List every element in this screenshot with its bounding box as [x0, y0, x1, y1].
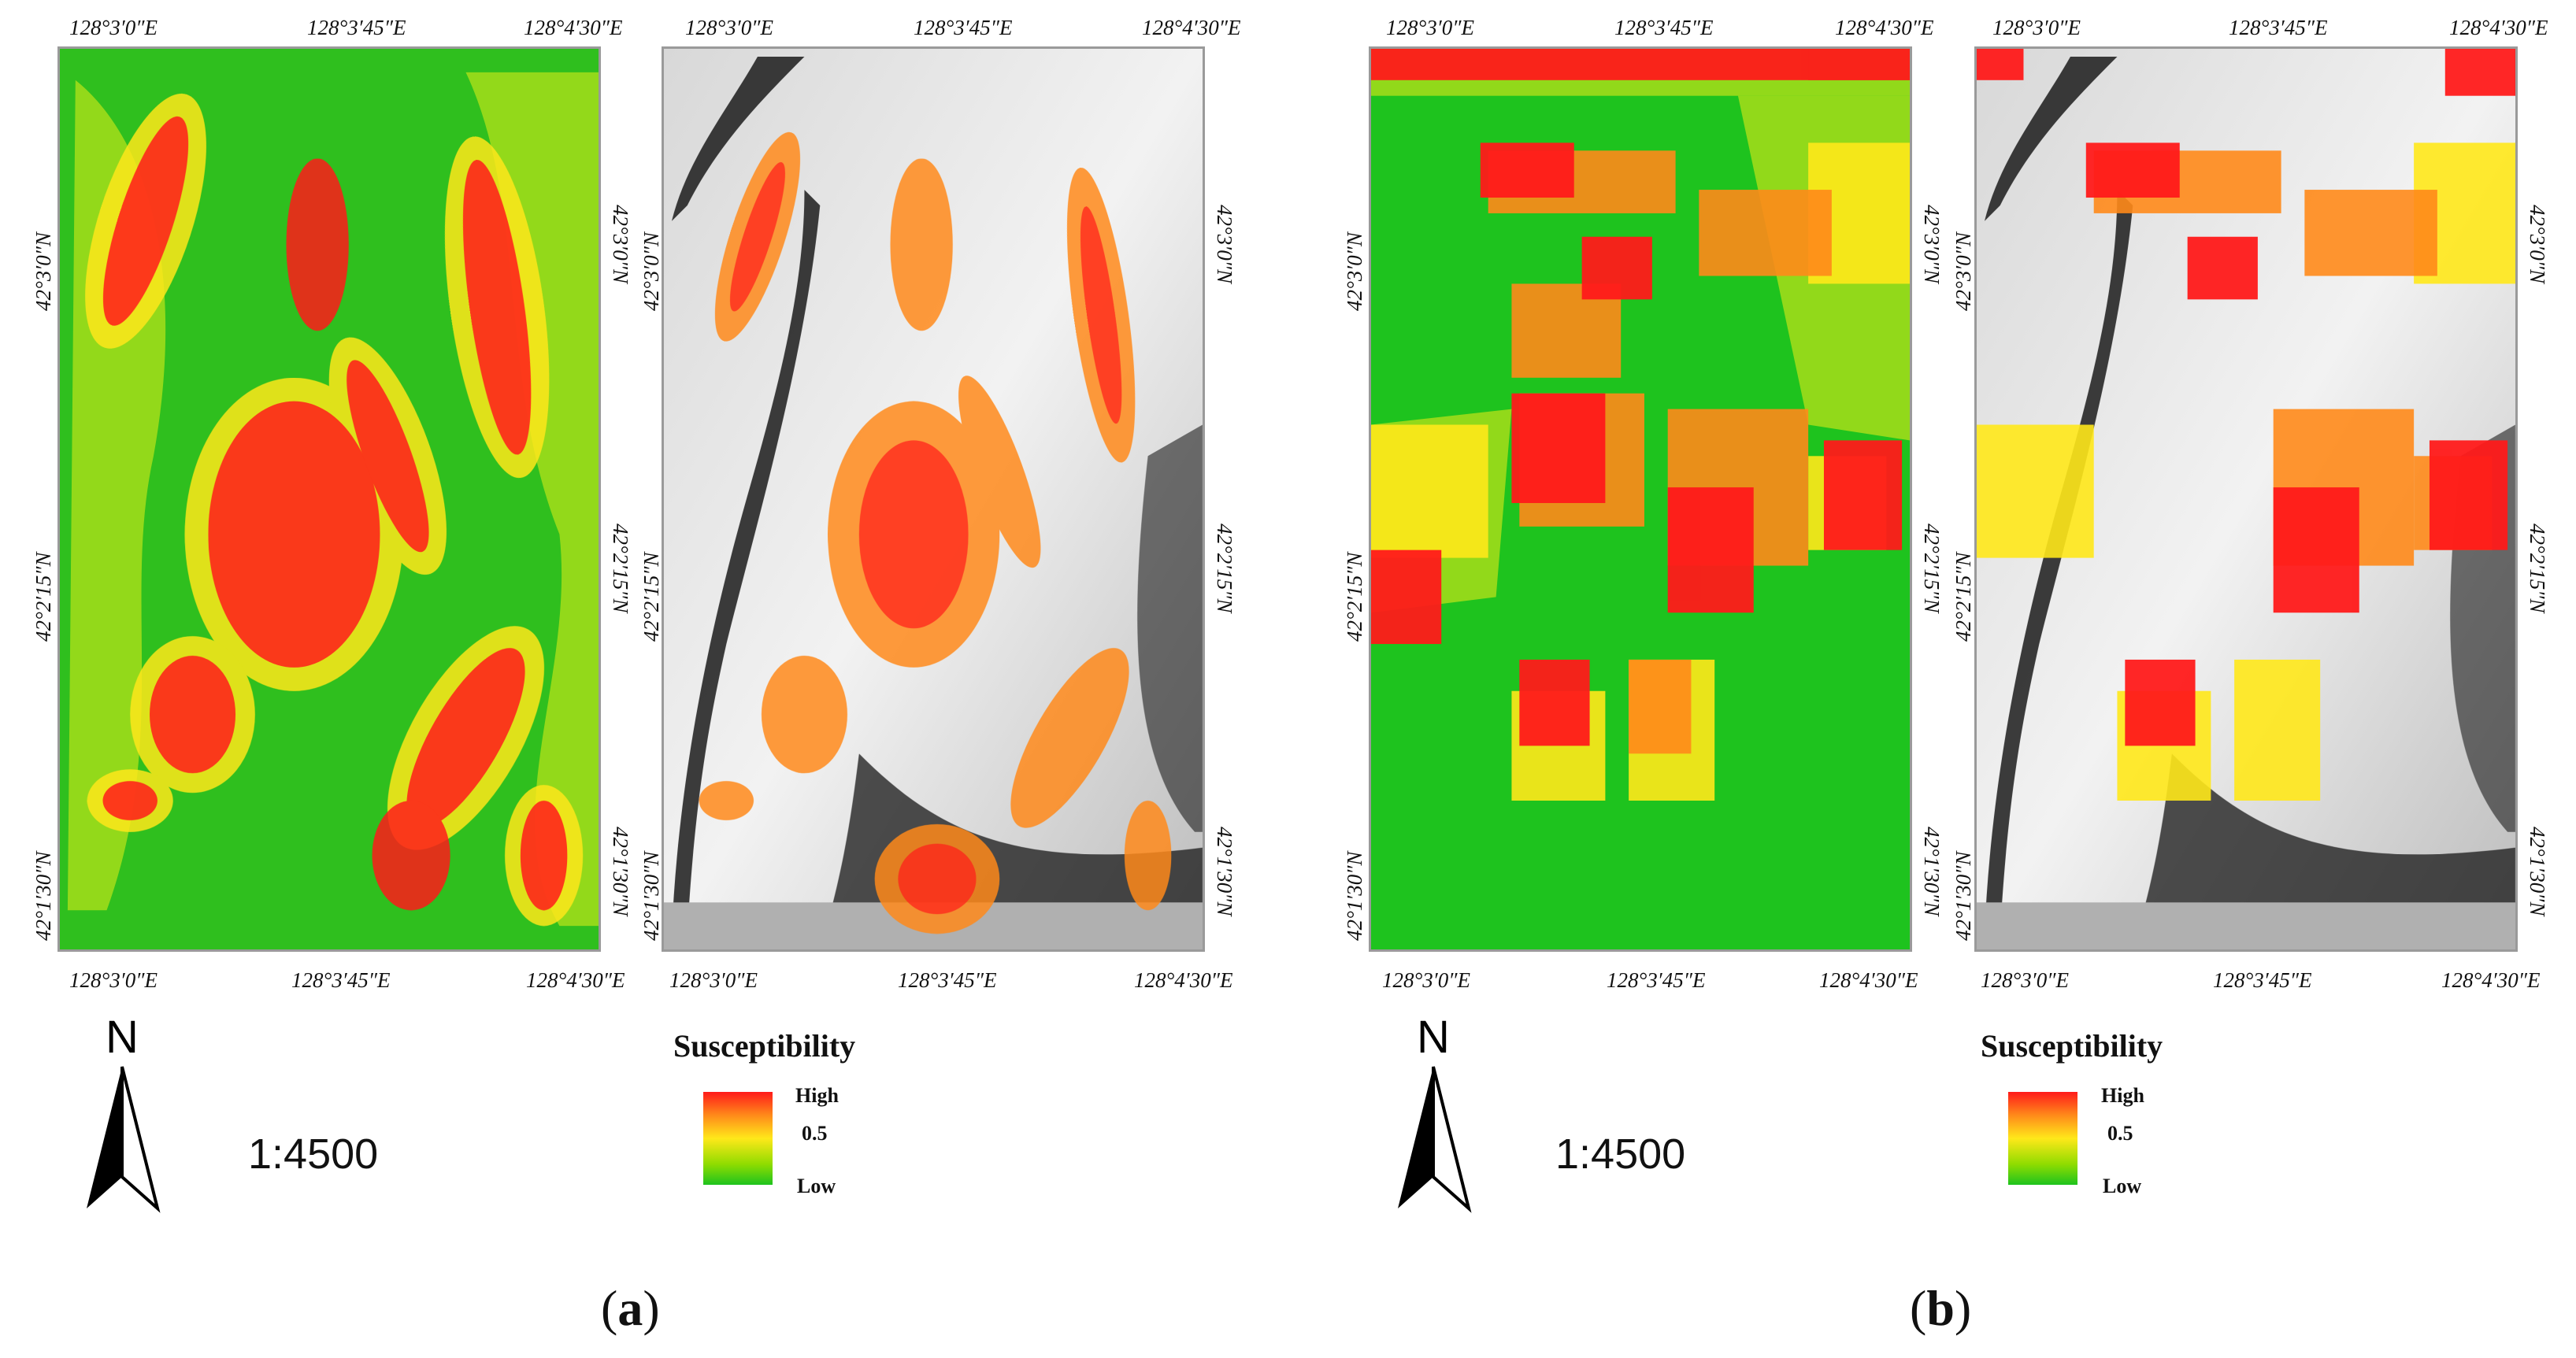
lon-label-bottom-east-2: 128°4′30″E: [1134, 968, 1233, 992]
lon-label-bottom-west-2: 128°3′0″E: [669, 968, 758, 992]
panel-label-b: (b): [1910, 1280, 1972, 1336]
legend-mid-a: 0.5: [802, 1122, 828, 1145]
scale-label-b: 1:4500: [1555, 1130, 1686, 1178]
lon-label-bottom-mid-4: 128°3′45″E: [2213, 968, 2312, 992]
lon-label-bottom-east-4: 128°4′30″E: [2441, 968, 2541, 992]
lat-label-left-south-1: 42°1′30″N: [32, 851, 55, 941]
lon-label-bottom-mid-3: 128°3′45″E: [1607, 968, 1706, 992]
legend-title-a: Susceptibility: [673, 1028, 856, 1064]
lon-label-bottom-east-1: 128°4′30″E: [526, 968, 625, 992]
legend-high-a: High: [795, 1084, 839, 1107]
lat-label-right-mid-4: 42°2′15″N: [2526, 524, 2549, 613]
lat-label-left-north-4: 42°3′0″N: [1951, 232, 1975, 311]
lon-label-bottom-west-1: 128°3′0″E: [69, 968, 158, 992]
lat-label-left-south-2: 42°1′30″N: [639, 851, 663, 941]
map-a-susceptibility: [57, 46, 601, 952]
lon-label-top-mid-1: 128°3′45″E: [307, 16, 406, 39]
legend-low-b: Low: [2103, 1175, 2142, 1197]
lon-label-top-west-3: 128°3′0″E: [1386, 16, 1474, 39]
legend-ramp-a: [703, 1092, 773, 1185]
lon-label-top-mid-3: 128°3′45″E: [1614, 16, 1714, 39]
lat-label-right-south-4: 42°1′30″N: [2526, 827, 2549, 916]
lat-label-right-north-1: 42°3′0″N: [609, 205, 632, 283]
lat-label-left-north-1: 42°3′0″N: [32, 232, 55, 311]
lon-label-top-east-1: 128°4′30″E: [524, 16, 623, 39]
panel-label-a: (a): [601, 1280, 660, 1336]
lon-label-bottom-mid-1: 128°3′45″E: [291, 968, 391, 992]
lat-label-left-south-3: 42°1′30″N: [1343, 851, 1366, 941]
legend-high-b: High: [2101, 1084, 2144, 1107]
lat-label-right-mid-3: 42°2′15″N: [1920, 524, 1944, 613]
lon-label-top-mid-2: 128°3′45″E: [914, 16, 1013, 39]
lat-label-right-north-4: 42°3′0″N: [2526, 205, 2549, 283]
lon-label-top-east-3: 128°4′30″E: [1835, 16, 1934, 39]
lat-label-right-mid-1: 42°2′15″N: [609, 524, 632, 613]
map-b-hillshade: [1974, 46, 2518, 952]
lon-label-bottom-east-3: 128°4′30″E: [1819, 968, 1918, 992]
lat-label-left-mid-3: 42°2′15″N: [1343, 552, 1366, 642]
lat-label-right-north-2: 42°3′0″N: [1213, 205, 1236, 283]
north-letter: N: [1417, 1012, 1450, 1063]
lat-label-left-north-3: 42°3′0″N: [1343, 232, 1366, 311]
lon-label-bottom-mid-2: 128°3′45″E: [898, 968, 997, 992]
lon-label-bottom-west-4: 128°3′0″E: [1981, 968, 2069, 992]
lat-label-right-south-2: 42°1′30″N: [1213, 827, 1236, 916]
legend-title-b: Susceptibility: [1981, 1028, 2163, 1064]
lat-label-right-mid-2: 42°2′15″N: [1213, 524, 1236, 613]
lon-label-top-west-2: 128°3′0″E: [685, 16, 773, 39]
lat-label-left-south-4: 42°1′30″N: [1951, 851, 1975, 941]
legend-ramp-b: [2008, 1092, 2077, 1185]
lat-label-left-mid-2: 42°2′15″N: [639, 552, 663, 642]
north-letter: N: [106, 1012, 139, 1063]
north-arrow-icon: N: [1390, 1012, 1477, 1220]
lat-label-right-south-3: 42°1′30″N: [1920, 827, 1944, 916]
map-a-hillshade: [662, 46, 1205, 952]
lat-label-left-mid-4: 42°2′15″N: [1951, 552, 1975, 642]
lon-label-top-west-4: 128°3′0″E: [1992, 16, 2081, 39]
lon-label-top-east-4: 128°4′30″E: [2449, 16, 2548, 39]
lon-label-top-mid-4: 128°3′45″E: [2229, 16, 2328, 39]
lat-label-right-south-1: 42°1′30″N: [609, 827, 632, 916]
map-b-susceptibility: [1369, 46, 1912, 952]
lat-label-left-north-2: 42°3′0″N: [639, 232, 663, 311]
north-arrow-icon: N: [79, 1012, 165, 1220]
lat-label-right-north-3: 42°3′0″N: [1920, 205, 1944, 283]
legend-low-a: Low: [797, 1175, 836, 1197]
legend-mid-b: 0.5: [2107, 1122, 2133, 1145]
scale-label-a: 1:4500: [248, 1130, 379, 1178]
lat-label-left-mid-1: 42°2′15″N: [32, 552, 55, 642]
lon-label-bottom-west-3: 128°3′0″E: [1382, 968, 1470, 992]
lon-label-top-east-2: 128°4′30″E: [1142, 16, 1241, 39]
lon-label-top-west-1: 128°3′0″E: [69, 16, 158, 39]
